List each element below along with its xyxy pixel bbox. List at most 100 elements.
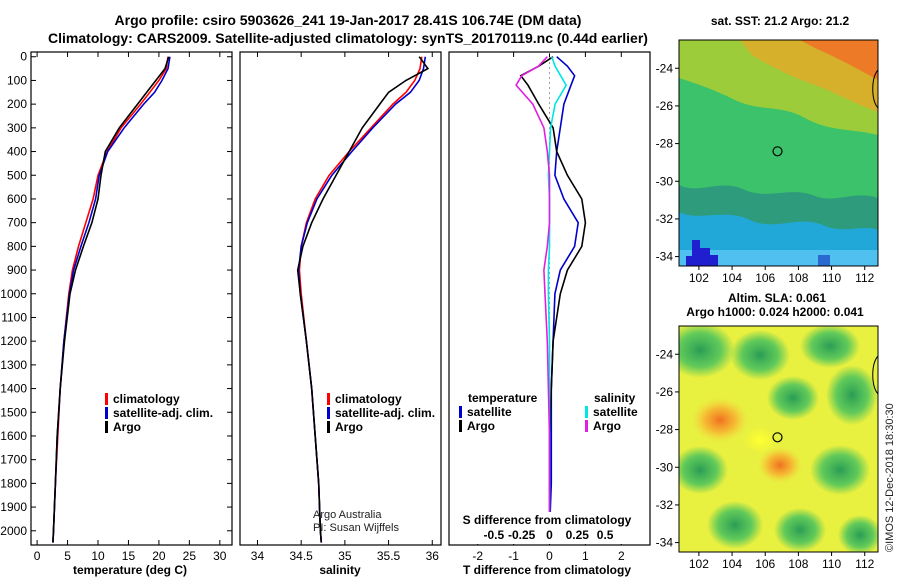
- temperature-x-axis: 0 5 10 15 20 25 30: [34, 52, 227, 563]
- x-tick-label: -2: [472, 549, 483, 563]
- depth-tick-label: 900: [7, 263, 27, 277]
- s-axis-background: [452, 512, 647, 544]
- salinity-xlabel: salinity: [319, 563, 361, 577]
- legend-label-t-satellite: satellite: [467, 405, 512, 419]
- legend-label-t-argo: Argo: [467, 419, 495, 433]
- series-line-salinity-argo: [515, 56, 551, 531]
- map-x-tick-label: 104: [722, 557, 742, 571]
- map-x-tick-label: 102: [689, 271, 709, 285]
- legend-label-climatology: climatology: [113, 392, 180, 406]
- depth-tick-label: 500: [7, 168, 27, 182]
- map-x-tick-label: 112: [855, 271, 874, 285]
- sla-map-frame: [678, 325, 879, 553]
- sla-map-field: [679, 326, 878, 552]
- legend-label-satellite: satellite-adj. clim.: [113, 406, 213, 420]
- temperature-panel: 0100200300400500600700800900100011001200…: [0, 50, 650, 577]
- sst-map-title: sat. SST: 21.2 Argo: 21.2: [711, 14, 850, 28]
- difference-xlabel: T difference from climatology: [463, 563, 631, 577]
- depth-tick-label: 1300: [0, 358, 27, 372]
- series-line-argo: [52, 56, 170, 543]
- legend-swatch-t-argo: [459, 420, 462, 432]
- figure-title-line2: Climatology: CARS2009. Satellite-adjuste…: [48, 30, 648, 46]
- x-tick-label: 15: [122, 549, 136, 563]
- legend-swatch-t-satellite: [459, 406, 462, 418]
- legend-label-satellite: satellite-adj. clim.: [335, 406, 435, 420]
- difference-panel: -2 -1 0 1 2 S difference from climatology -0…: [448, 51, 651, 577]
- salinity-legend: climatology satellite-adj. clim. Argo: [327, 392, 435, 434]
- depth-tick-label: 700: [7, 216, 27, 230]
- map-y-tick-label: -28: [656, 137, 674, 151]
- x-tick-label: 1: [582, 549, 589, 563]
- legend-title-temperature: temperature: [468, 391, 538, 405]
- s-tick-label: 0.5: [597, 528, 614, 542]
- map-x-tick-label: 102: [689, 557, 709, 571]
- temperature-axes-frame: [30, 51, 233, 546]
- map-x-tick-label: 106: [755, 557, 775, 571]
- sla-map-y-axis: -24 -26 -28 -30 -32 -34: [656, 347, 679, 550]
- map-x-tick-label: 108: [788, 557, 808, 571]
- sla-map-x-axis: 102 104 106 108 110 112: [689, 552, 875, 571]
- legend-label-argo: Argo: [113, 420, 141, 434]
- map-x-tick-label: 110: [822, 271, 841, 285]
- map-y-tick-label: -26: [656, 99, 674, 113]
- difference-xlabel-top: S difference from climatology: [463, 513, 632, 527]
- depth-tick-label: 2000: [0, 524, 27, 538]
- s-tick-label: 0.25: [566, 528, 590, 542]
- legend-label-s-argo: Argo: [593, 419, 621, 433]
- depth-tick-label: 1900: [0, 500, 27, 514]
- sla-map-title-line2: Argo h1000: 0.024 h2000: 0.041: [686, 305, 864, 319]
- map-y-tick-label: -24: [656, 347, 674, 361]
- salinity-series: [296, 56, 430, 543]
- series-line-temperature-argo: [519, 56, 587, 531]
- depth-tick-label: 1000: [0, 287, 27, 301]
- depth-tick-label: 1100: [1, 310, 27, 324]
- depth-tick-label: 1200: [0, 334, 27, 348]
- sst-map-frame: [678, 39, 879, 267]
- depth-tick-label: 1600: [0, 429, 27, 443]
- argo-location-marker: [772, 146, 783, 157]
- map-y-tick-label: -32: [656, 498, 674, 512]
- x-tick-label: 30: [213, 549, 227, 563]
- legend-swatch-climatology: [327, 393, 330, 405]
- x-tick-label: 5: [64, 549, 71, 563]
- temperature-xlabel: temperature (deg C): [73, 563, 187, 577]
- depth-tick-label: 600: [7, 192, 27, 206]
- legend-label-s-satellite: satellite: [593, 405, 638, 419]
- legend-swatch-argo: [327, 421, 330, 433]
- depth-tick-label: 400: [7, 145, 27, 159]
- map-x-tick-label: 110: [822, 557, 841, 571]
- map-y-tick-label: -30: [656, 460, 674, 474]
- map-x-tick-label: 108: [788, 271, 808, 285]
- legend-swatch-satellite: [327, 407, 330, 419]
- x-tick-label: 34: [251, 549, 265, 563]
- sla-map-panel: Altim. SLA: 0.061 Argo h1000: 0.024 h200…: [656, 291, 879, 571]
- imos-timestamp: ©IMOS 12-Dec-2018 18:30:30: [884, 403, 896, 552]
- map-y-tick-label: -26: [656, 385, 674, 399]
- depth-tick-label: 1500: [0, 405, 27, 419]
- difference-legend: temperature satellite Argo salinity sate…: [459, 391, 638, 433]
- map-y-tick-label: -24: [656, 61, 674, 75]
- credit-line2: PI: Susan Wijffels: [313, 522, 399, 534]
- s-tick-label: -0.25: [508, 528, 536, 542]
- map-y-tick-label: -34: [656, 250, 674, 264]
- legend-swatch-argo: [105, 421, 108, 433]
- x-tick-label: 25: [183, 549, 197, 563]
- x-tick-label: -1: [508, 549, 519, 563]
- depth-tick-label: 0: [20, 50, 27, 64]
- depth-tick-label: 200: [7, 97, 27, 111]
- salinity-panel: 34 34.5 35 35.5 36 salinity climatology sate…: [239, 51, 442, 577]
- map-x-tick-label: 104: [722, 271, 742, 285]
- legend-swatch-s-satellite: [585, 406, 588, 418]
- depth-tick-label: 300: [7, 121, 27, 135]
- sst-map-field: [679, 40, 878, 266]
- temperature-legend: climatology satellite-adj. clim. Argo: [105, 392, 213, 434]
- depth-tick-label: 1400: [0, 382, 27, 396]
- salinity-difference-ticks: -0.5 -0.25 0 0.25 0.5: [484, 528, 614, 542]
- difference-series: [515, 52, 587, 545]
- x-tick-label: 34.5: [289, 549, 313, 563]
- map-x-tick-label: 112: [855, 557, 874, 571]
- map-y-tick-label: -34: [656, 536, 674, 550]
- series-line-argo: [296, 56, 430, 543]
- depth-tick-label: 800: [7, 239, 27, 253]
- x-tick-label: 35: [338, 549, 352, 563]
